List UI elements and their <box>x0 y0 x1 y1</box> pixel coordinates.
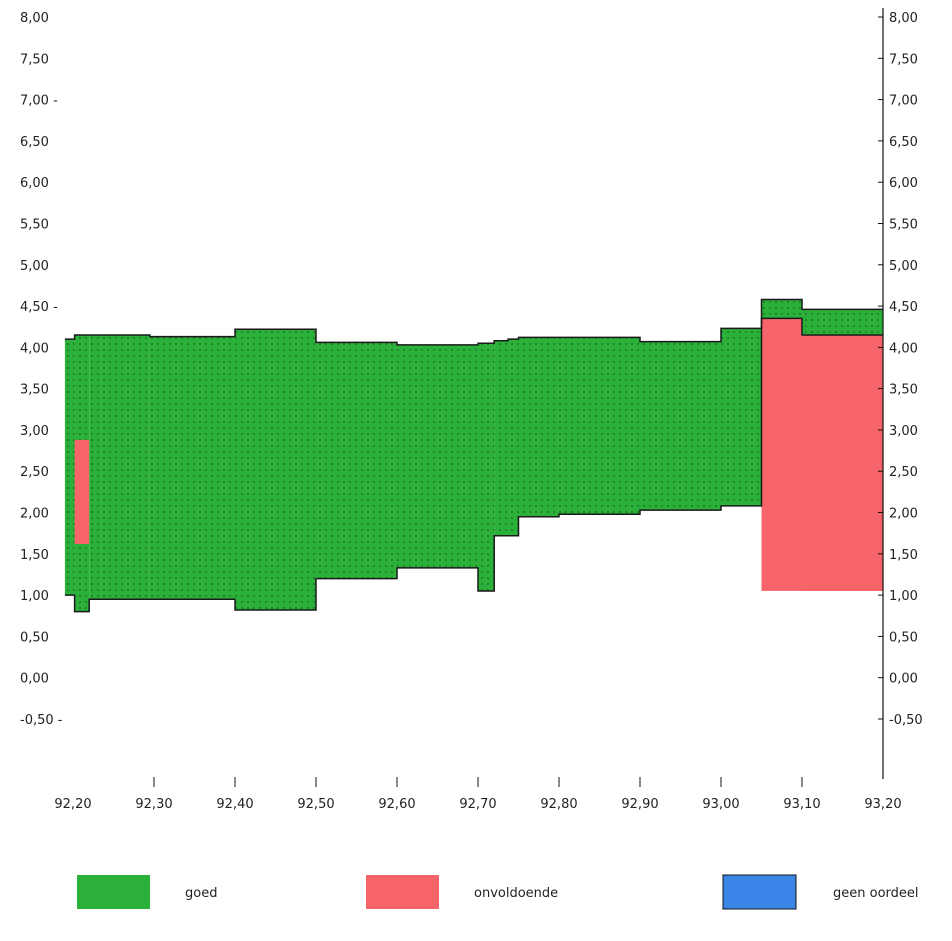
x-tick-label: 93,00 <box>702 797 739 812</box>
segment-goed-9 <box>494 340 508 536</box>
segment-onvoldoende-1 <box>761 318 802 591</box>
segment-goed-15 <box>761 299 802 319</box>
right-tick-label: 5,00 <box>889 259 918 274</box>
legend-label-geen-oordeel: geen oordeel <box>833 886 919 901</box>
right-tick-label: 7,50 <box>889 52 918 67</box>
left-tick-label: 6,00 <box>20 176 49 191</box>
left-tick-label: 1,50 <box>20 548 49 563</box>
x-tick-label: 92,70 <box>459 797 496 812</box>
right-tick-label: 8,00 <box>889 11 918 26</box>
x-tick-label: 92,40 <box>216 797 253 812</box>
segment-goed-3 <box>101 335 150 600</box>
lower-profile-line <box>64 317 883 613</box>
legend-swatch-geen-oordeel <box>722 874 797 910</box>
segment-goed-11 <box>518 337 559 517</box>
left-tick-label: 4,00 <box>20 341 49 356</box>
upper-profile-line <box>64 298 883 346</box>
legend-label-onvoldoende: onvoldoende <box>474 886 558 901</box>
segment-goed-0 <box>64 339 75 596</box>
left-tick-label: 5,00 <box>20 259 49 274</box>
profile-outlines <box>64 298 883 613</box>
right-tick-label: 3,00 <box>889 424 918 439</box>
left-tick-label: 0,00 <box>20 672 49 687</box>
legend: goed onvoldoende geen oordeel <box>77 874 919 910</box>
x-tick-label: 93,20 <box>864 797 901 812</box>
left-tick-label: 2,00 <box>20 507 49 522</box>
x-tick-label: 92,20 <box>54 797 91 812</box>
right-tick-label: 5,50 <box>889 218 918 233</box>
x-tick-label: 92,60 <box>378 797 415 812</box>
segment-goed-13 <box>640 341 721 511</box>
x-tick-label: 93,10 <box>783 797 820 812</box>
x-tick-label: 92,90 <box>621 797 658 812</box>
x-tick-label: 92,50 <box>297 797 334 812</box>
segment-onvoldoende-2 <box>802 335 883 591</box>
left-tick-label: -0,50 - <box>20 713 63 728</box>
segment-goed-6 <box>316 342 397 579</box>
right-tick-label: 1,00 <box>889 589 918 604</box>
x-tick-label: 92,80 <box>540 797 577 812</box>
segment-goed-7 <box>397 344 478 568</box>
right-tick-label: 0,50 <box>889 630 918 645</box>
segment-onvoldoende-0 <box>74 439 90 544</box>
right-tick-label: 7,00 <box>889 94 918 109</box>
left-tick-label: 7,50 <box>20 52 49 67</box>
right-tick-label: 3,50 <box>889 383 918 398</box>
plot-area <box>64 299 883 612</box>
right-tick-label: 6,50 <box>889 135 918 150</box>
left-tick-label: 6,50 <box>20 135 49 150</box>
x-tick-label: 92,30 <box>135 797 172 812</box>
left-tick-label: 8,00 <box>20 11 49 26</box>
right-tick-label: 4,00 <box>889 341 918 356</box>
right-tick-label: 2,00 <box>889 507 918 522</box>
left-tick-label: 1,00 <box>20 589 49 604</box>
left-tick-label: 3,00 <box>20 424 49 439</box>
segment-goed-10 <box>508 339 519 536</box>
right-tick-label: 6,00 <box>889 176 918 191</box>
left-tick-label: 5,50 <box>20 218 49 233</box>
axes: 8,00 7,50 7,00 - 6,50 6,00 5,50 5,00 4,50 - 4,00… <box>20 8 923 812</box>
left-tick-label: 4,50 - <box>20 300 58 315</box>
right-tick-label: 4,50 <box>889 300 918 315</box>
segment-goed-12 <box>559 337 640 515</box>
segment-goed-14 <box>721 328 762 506</box>
segment-goed-2 <box>89 335 102 600</box>
segment-goed-5 <box>235 329 316 610</box>
right-tick-label: 1,50 <box>889 548 918 563</box>
legend-swatch-goed <box>77 875 150 909</box>
left-tick-label: 2,50 <box>20 465 49 480</box>
segment-goed-8 <box>478 343 495 591</box>
legend-swatch-onvoldoende <box>366 875 439 909</box>
segment-goed-4 <box>149 336 235 600</box>
right-tick-label: -0,50 <box>889 713 923 728</box>
right-tick-label: 2,50 <box>889 465 918 480</box>
left-tick-label: 7,00 - <box>20 94 58 109</box>
right-tick-label: 0,00 <box>889 672 918 687</box>
left-tick-label: 0,50 <box>20 630 49 645</box>
segment-goed-16 <box>802 309 883 335</box>
legend-label-goed: goed <box>185 886 217 901</box>
left-tick-label: 3,50 <box>20 383 49 398</box>
